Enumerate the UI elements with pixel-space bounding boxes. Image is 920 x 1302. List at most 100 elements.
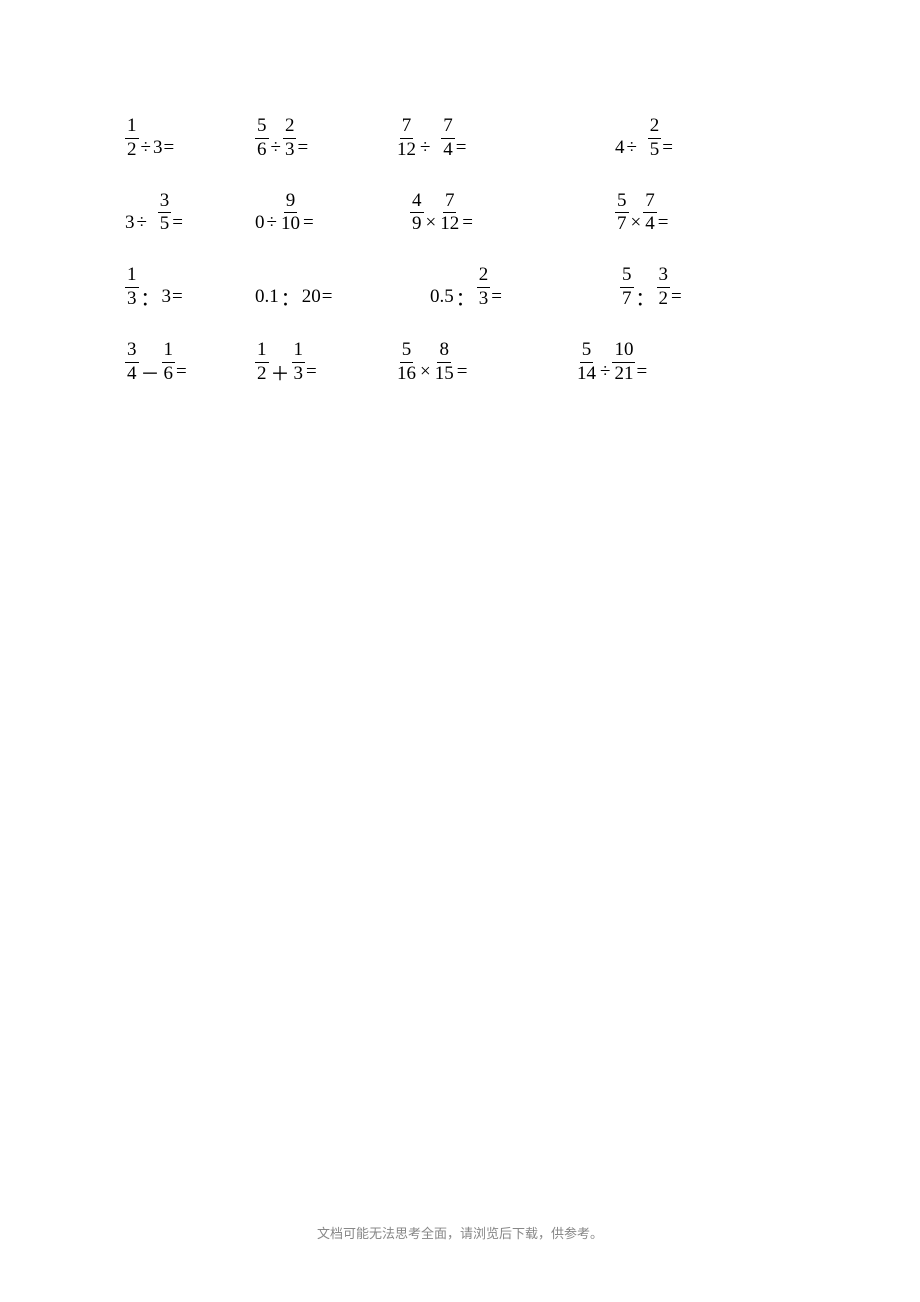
- equals: =: [297, 137, 308, 159]
- fraction: 5 7: [620, 264, 634, 311]
- fraction: 7 4: [441, 115, 455, 162]
- numerator: 5: [620, 264, 634, 288]
- numerator: 1: [125, 115, 139, 139]
- fraction: 1 2: [125, 115, 139, 162]
- problem-cell: 0 ÷ 9 10 =: [255, 190, 395, 237]
- numerator: 1: [292, 339, 306, 363]
- equals: =: [456, 137, 467, 159]
- fraction: 2 5: [648, 115, 662, 162]
- equals: =: [462, 212, 473, 234]
- equals: =: [163, 137, 174, 159]
- denominator: 2: [255, 363, 269, 386]
- operator: ÷: [600, 361, 610, 383]
- denominator: 4: [125, 363, 139, 386]
- denominator: 21: [612, 363, 635, 386]
- equals: =: [491, 286, 502, 308]
- denominator: 2: [125, 139, 139, 162]
- fraction: 4 9: [410, 190, 424, 237]
- problem-cell: 0.1 ： 20 =: [255, 274, 395, 301]
- operator: ：: [456, 284, 475, 311]
- problem-cell: 3 ÷ 3 5 =: [125, 190, 255, 237]
- problem-cell: 7 12 ÷ 7 4 =: [395, 115, 575, 162]
- operator: ÷: [141, 137, 151, 159]
- operator: ÷: [137, 212, 147, 234]
- denominator: 5: [648, 139, 662, 162]
- denominator: 7: [615, 213, 629, 236]
- numerator: 7: [441, 115, 455, 139]
- denominator: 4: [441, 139, 455, 162]
- operator: ÷: [271, 137, 281, 159]
- operator: [434, 137, 439, 159]
- fraction: 3 4: [125, 339, 139, 386]
- worksheet-content: 1 2 ÷ 3 = 5 6 ÷ 2 3 = 7 12 ÷: [0, 0, 920, 385]
- fraction: 1 6: [162, 339, 176, 386]
- numerator: 3: [125, 339, 139, 363]
- fraction: 2 3: [477, 264, 491, 311]
- numerator: 2: [283, 115, 297, 139]
- fraction: 8 15: [433, 339, 456, 386]
- denominator: 10: [279, 213, 302, 236]
- problem-cell: 3 4 － 1 6 =: [125, 339, 255, 386]
- numerator: 3: [158, 190, 172, 214]
- operator: －: [141, 359, 160, 386]
- whole-number: 3: [162, 286, 172, 308]
- operator: ÷: [420, 137, 430, 159]
- problem-row: 1 2 ÷ 3 = 5 6 ÷ 2 3 = 7 12 ÷: [125, 115, 920, 162]
- numerator: 2: [477, 264, 491, 288]
- equals: =: [303, 212, 314, 234]
- operator: ÷: [267, 212, 277, 234]
- operator: [641, 137, 646, 159]
- numerator: 7: [443, 190, 457, 214]
- problem-cell: 4 ÷ 2 5 =: [575, 115, 715, 162]
- fraction: 3 2: [657, 264, 671, 311]
- equals: =: [176, 361, 187, 383]
- fraction: 7 12: [438, 190, 461, 237]
- problem-cell: 1 2 ＋ 1 3 =: [255, 339, 395, 386]
- equals: =: [172, 212, 183, 234]
- problem-row: 1 3 ： 3 = 0.1 ： 20 = 0.5 ： 2 3 = 5 7: [125, 264, 920, 311]
- denominator: 2: [657, 288, 671, 311]
- fraction: 1 3: [125, 264, 139, 311]
- numerator: 4: [410, 190, 424, 214]
- whole-number: 3: [125, 212, 135, 234]
- whole-number: 4: [615, 137, 625, 159]
- denominator: 15: [433, 363, 456, 386]
- denominator: 3: [292, 363, 306, 386]
- whole-number: 0.5: [430, 286, 454, 308]
- operator: [151, 212, 156, 234]
- denominator: 6: [255, 139, 269, 162]
- fraction: 1 2: [255, 339, 269, 386]
- operator: ：: [141, 284, 160, 311]
- fraction: 5 14: [575, 339, 598, 386]
- fraction: 9 10: [279, 190, 302, 237]
- equals: =: [671, 286, 682, 308]
- fraction: 5 7: [615, 190, 629, 237]
- numerator: 5: [615, 190, 629, 214]
- problem-cell: 1 3 ： 3 =: [125, 264, 255, 311]
- fraction: 1 3: [292, 339, 306, 386]
- numerator: 5: [255, 115, 269, 139]
- fraction: 3 5: [158, 190, 172, 237]
- equals: =: [662, 137, 673, 159]
- numerator: 5: [400, 339, 414, 363]
- numerator: 7: [400, 115, 414, 139]
- numerator: 8: [437, 339, 451, 363]
- numerator: 3: [657, 264, 671, 288]
- equals: =: [457, 361, 468, 383]
- problem-cell: 5 16 × 8 15 =: [395, 339, 575, 386]
- denominator: 3: [125, 288, 139, 311]
- operator: ：: [281, 284, 300, 311]
- problem-cell: 0.5 ： 2 3 =: [395, 264, 575, 311]
- footer-text: 文档可能无法思考全面，请浏览后下载，供参考。: [0, 1223, 920, 1242]
- denominator: 5: [158, 213, 172, 236]
- numerator: 1: [162, 339, 176, 363]
- numerator: 5: [580, 339, 594, 363]
- whole-number: 0: [255, 212, 265, 234]
- fraction: 7 4: [643, 190, 657, 237]
- denominator: 12: [438, 213, 461, 236]
- equals: =: [636, 361, 647, 383]
- denominator: 12: [395, 139, 418, 162]
- problem-cell: 5 7 ： 3 2 =: [575, 264, 715, 311]
- operator: ÷: [627, 137, 637, 159]
- fraction: 5 6: [255, 115, 269, 162]
